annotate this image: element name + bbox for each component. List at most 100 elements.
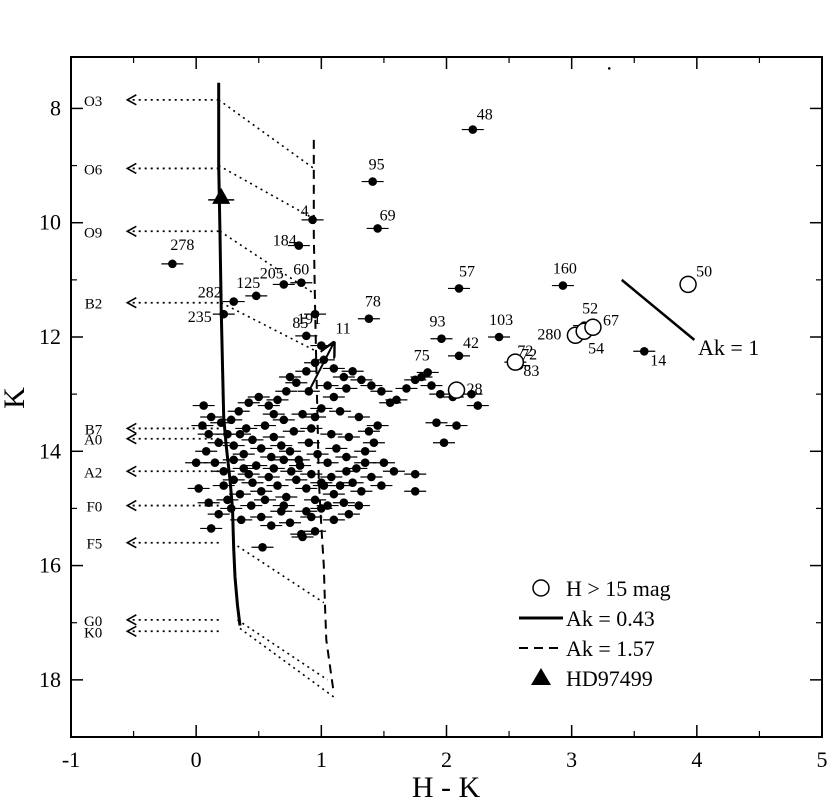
star-point [216, 418, 226, 428]
spectral-type-arrowhead [125, 433, 137, 445]
spectral-type-arrowhead [125, 537, 137, 549]
star-point [327, 472, 336, 482]
data-points-layer [161, 67, 697, 552]
reddening-line [239, 627, 335, 698]
star-id-label: 191 [297, 311, 321, 328]
star-point [266, 521, 276, 530]
star-id-label: 69 [380, 207, 396, 224]
star-point [360, 458, 370, 468]
star-point [317, 478, 326, 488]
star-point [204, 498, 213, 508]
star-id-label: 235 [188, 309, 212, 326]
star-point [302, 484, 311, 493]
star-point [273, 481, 282, 490]
x-tick-label: 2 [441, 747, 452, 772]
star-point [373, 421, 382, 430]
star-id-label: 48 [477, 107, 493, 124]
star-id-label: 205 [260, 265, 284, 282]
spectral-type-label: F0 [86, 500, 102, 516]
star-point [307, 469, 316, 479]
star-point [264, 401, 274, 410]
open-circle-star [447, 381, 466, 399]
star-point [329, 515, 339, 525]
ak1-label: Ak = 1 [698, 335, 759, 360]
star-point [260, 495, 270, 505]
star-point [369, 438, 379, 448]
star-point [329, 392, 339, 402]
spectral-type-arrowhead [125, 297, 137, 309]
spectral-type-label: A2 [84, 465, 102, 481]
legend-label: Ak = 1.57 [566, 636, 655, 661]
star-point [323, 381, 332, 390]
star-point [241, 424, 251, 433]
star-point [558, 281, 568, 290]
star-point [258, 542, 267, 552]
spectral-type-label: F5 [86, 537, 102, 553]
star-id-label: 278 [170, 237, 194, 254]
legend: H > 15 mag Ak = 0.43 Ak = 1.57 HD97499 [519, 576, 671, 691]
star-id-label: 78 [365, 294, 381, 311]
star-id-label: 95 [369, 157, 385, 174]
spectral-type-label: K0 [84, 625, 102, 641]
star-point [423, 368, 433, 377]
star-point [251, 461, 261, 470]
star-id-label: 11 [335, 321, 350, 338]
star-id-label: 14 [650, 352, 666, 369]
star-point [302, 331, 311, 341]
spectral-type-label: O3 [84, 94, 102, 110]
x-axis-title: H - K [412, 771, 481, 801]
x-tick-label: 5 [817, 747, 828, 772]
star-id-label: 72 [517, 343, 533, 360]
spectral-type-label: G0 [84, 614, 102, 630]
spectral-type-arrowhead [125, 465, 137, 477]
reddening-line [232, 542, 325, 604]
reddening-line [218, 164, 315, 220]
star-id-label: 184 [273, 233, 297, 250]
star-point [352, 464, 361, 473]
star-point [229, 475, 239, 485]
star-point [437, 334, 446, 344]
spectral-type-arrowhead [125, 625, 137, 637]
star-point [454, 284, 464, 293]
star-point [273, 395, 282, 405]
spectral-type-arrowhead [125, 225, 137, 237]
star-point [206, 412, 216, 422]
star-point [279, 415, 289, 425]
star-id-label: 85 [292, 315, 308, 332]
star-id-label: 125 [236, 275, 260, 292]
star-point [452, 421, 461, 430]
star-point [467, 389, 476, 399]
star-point [310, 358, 320, 368]
star-point [354, 501, 364, 510]
star-point [219, 481, 229, 490]
star-point [310, 412, 320, 422]
star-point [236, 515, 246, 525]
star-point [292, 378, 301, 388]
star-point [417, 372, 426, 382]
star-point [279, 280, 289, 289]
star-point [317, 404, 326, 413]
star-id-label: 50 [696, 263, 712, 280]
star-id-label: 52 [582, 301, 598, 318]
star-id-label: 60 [293, 262, 309, 279]
legend-triangle-icon [531, 668, 551, 685]
star-point [279, 501, 289, 510]
star-id-label: 67 [603, 312, 619, 329]
spectral-type-label: O6 [84, 162, 103, 178]
star-point [206, 524, 216, 533]
star-point [256, 486, 266, 496]
star-point [292, 475, 301, 485]
star-point [304, 438, 314, 448]
star-id-label: 93 [429, 314, 445, 331]
x-tick-label: 3 [566, 747, 577, 772]
star-point [295, 461, 305, 470]
star-point [307, 512, 316, 522]
x-tick-label: 1 [316, 747, 327, 772]
star-point [298, 409, 307, 419]
y-tick-label: 10 [39, 210, 61, 235]
star-point [226, 504, 236, 513]
reddening-line [218, 99, 315, 170]
spectral-type-label: B7 [85, 422, 103, 438]
x-tick-label: 0 [191, 747, 202, 772]
